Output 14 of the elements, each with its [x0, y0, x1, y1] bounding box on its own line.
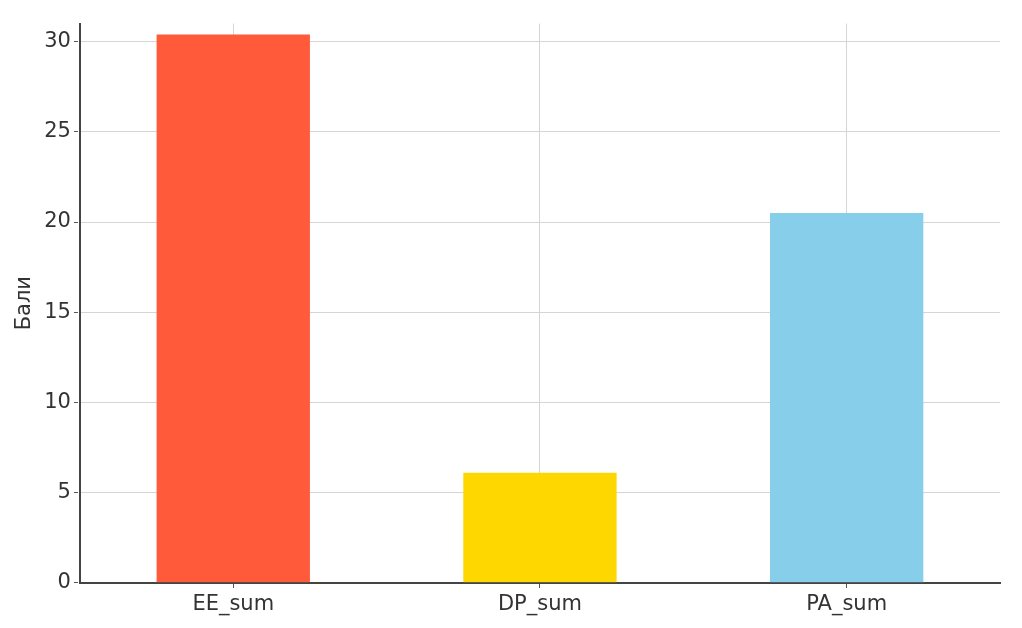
- x-tick-label: DP_sum: [497, 590, 582, 616]
- bar: [156, 34, 310, 583]
- bar: [769, 213, 924, 583]
- y-tick-label: 25: [44, 118, 71, 143]
- y-tick-label: 0: [57, 569, 71, 594]
- y-tick-label: 10: [44, 388, 71, 413]
- y-tick-label: 20: [44, 208, 71, 233]
- x-tick-label: EE_sum: [192, 590, 275, 616]
- x-tick-label: PA_sum: [806, 590, 888, 616]
- y-tick-label: 30: [44, 28, 71, 53]
- bar: [463, 472, 617, 583]
- y-axis-title: Бали: [11, 276, 36, 331]
- y-tick-label: 5: [57, 479, 71, 504]
- y-tick-label: 15: [44, 298, 71, 323]
